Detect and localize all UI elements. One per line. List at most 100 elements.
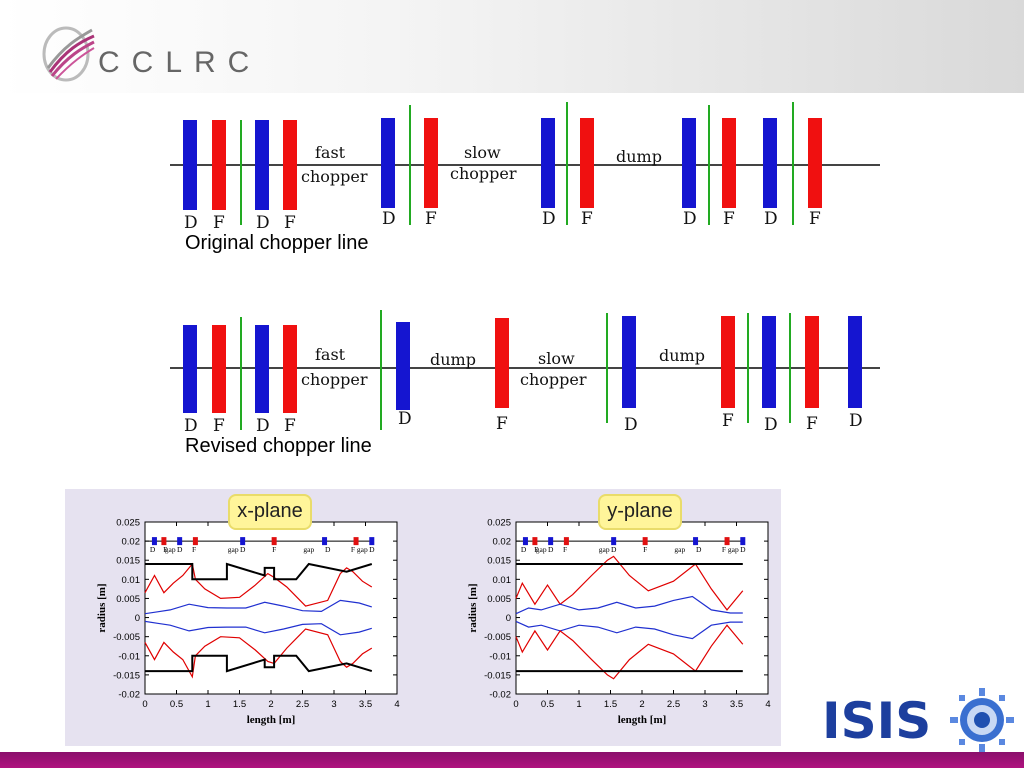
magnet-bars — [183, 118, 822, 210]
x-xtick-label: 1.5 — [233, 699, 246, 710]
svg-text:D: D — [542, 209, 556, 229]
y-series-line-0 — [515, 555, 744, 611]
y-lattice-magnet — [642, 537, 648, 546]
x-xaxis-label: length [m] — [247, 714, 296, 726]
svg-text:D: D — [184, 416, 198, 436]
y-xtick-label: 2.5 — [667, 699, 680, 710]
y-xtick-label: 4 — [765, 699, 770, 710]
y-ytick-label: -0.015 — [484, 670, 511, 681]
envelope-plots-panel: 0.025 0.02 0.015 0.01 0.005 0 -0.005 -0.01 -0.01… — [65, 489, 781, 746]
svg-text:F: F — [722, 411, 734, 431]
revised-chopper-line-diagram: fast chopper dump slow chopper dump D F … — [170, 310, 880, 436]
x-lattice-magnet — [161, 537, 167, 546]
x-xtick-label: 1 — [205, 699, 210, 710]
y-series-line-1 — [515, 595, 743, 615]
x-lattice-label: gap — [228, 545, 239, 554]
y-lattice-label: gap — [728, 545, 739, 554]
svg-text:F: F — [213, 416, 225, 436]
y-ytick-label: -0.01 — [489, 651, 511, 662]
svg-text:F: F — [809, 209, 821, 229]
y-ytick-label: 0.02 — [493, 537, 512, 548]
x-xtick-label: 3 — [331, 699, 336, 710]
x-lattice-magnet — [240, 537, 246, 546]
svg-text:F: F — [581, 209, 593, 229]
y-lattice-label: gap — [536, 545, 547, 554]
x-yaxis-label: radius [m] — [96, 583, 108, 632]
y-ytick-label: 0.025 — [487, 518, 511, 529]
x-lattice-label: F — [351, 545, 355, 554]
y-xtick-label: 3.5 — [730, 699, 743, 710]
bottom-accent-bar — [0, 752, 1024, 768]
label-dump-1: dump — [430, 350, 476, 369]
label-slow: slow — [464, 143, 501, 162]
y-lattice-magnet — [693, 537, 699, 546]
y-lattice-label: F — [643, 545, 647, 554]
x-lattice-label: D — [325, 545, 331, 554]
y-ytick-label: 0.015 — [487, 556, 511, 567]
x-ytick-label: 0.025 — [116, 518, 140, 529]
x-ytick-label: -0.01 — [118, 651, 140, 662]
envelope-plots-svg: 0.025 0.02 0.015 0.01 0.005 0 -0.005 -0.01 -0.01… — [96, 518, 771, 727]
y-ytick-label: 0 — [506, 613, 511, 624]
svg-text:D: D — [256, 416, 270, 436]
y-xtick-label: 1.5 — [604, 699, 617, 710]
y-lattice-magnet — [611, 537, 617, 546]
y-lattice-magnet — [522, 537, 528, 546]
svg-text:F: F — [213, 213, 225, 233]
y-ytick-label: 0.005 — [487, 594, 511, 605]
x-ytick-label: 0 — [135, 613, 140, 624]
x-lattice-magnet — [369, 537, 375, 546]
original-chopper-line-diagram: fast chopper slow chopper dump D F D F D… — [170, 102, 880, 233]
y-xtick-label: 0 — [513, 699, 518, 710]
y-lattice-label: D — [521, 545, 527, 554]
magnet-labels: D F D F D F D F D F D F — [184, 209, 821, 233]
svg-text:ISIS: ISIS — [822, 692, 931, 750]
cclrc-logo-icon — [42, 26, 95, 82]
x-lattice-magnet — [322, 537, 328, 546]
y-series-line-3 — [515, 624, 744, 680]
x-lattice-magnet — [177, 537, 183, 546]
x-lattice-magnet — [192, 537, 198, 546]
x-lattice-label: D — [150, 545, 156, 554]
x-lattice-magnet — [271, 537, 277, 546]
y-lattice-label: D — [548, 545, 554, 554]
x-plane-badge: x-plane — [228, 494, 312, 530]
svg-text:F: F — [284, 213, 296, 233]
y-xaxis-label: length [m] — [618, 714, 667, 726]
y-xtick-label: 2 — [639, 699, 644, 710]
svg-text:F: F — [806, 414, 818, 434]
y-lattice-label: gap — [599, 545, 610, 554]
y-lattice-magnet — [563, 537, 569, 546]
y-ytick-label: 0.01 — [493, 575, 512, 586]
x-series-line-5 — [145, 654, 373, 673]
label-fast: fast — [315, 143, 346, 162]
header-bar: CCLRC — [0, 0, 1024, 93]
x-lattice-label: gap — [165, 545, 176, 554]
label-chopper-2: chopper — [450, 164, 517, 183]
x-xtick-label: 2 — [268, 699, 273, 710]
x-lattice-magnet — [151, 537, 157, 546]
x-series-line-4 — [145, 562, 373, 581]
svg-text:D: D — [398, 409, 412, 429]
svg-text:F: F — [284, 416, 296, 436]
y-plane-badge: y-plane — [598, 494, 682, 530]
y-yaxis-label: radius [m] — [467, 583, 479, 632]
svg-text:D: D — [849, 411, 863, 431]
label-dump-2: dump — [659, 346, 705, 365]
x-ytick-label: 0.01 — [122, 575, 141, 586]
x-series-line-2 — [144, 620, 372, 636]
svg-text:D: D — [683, 209, 697, 229]
x-ytick-label: 0.015 — [116, 556, 140, 567]
y-ytick-label: -0.02 — [489, 690, 511, 701]
svg-text:D: D — [764, 209, 778, 229]
y-lattice-magnet — [532, 537, 538, 546]
x-xtick-label: 3.5 — [359, 699, 372, 710]
original-line-caption: Original chopper line — [185, 232, 369, 254]
svg-text:F: F — [723, 209, 735, 229]
isis-logo-icon: ISIS — [822, 688, 1014, 752]
x-xtick-label: 0.5 — [170, 699, 183, 710]
svg-text:D: D — [256, 213, 270, 233]
y-lattice-magnet — [724, 537, 730, 546]
x-lattice-label: D — [177, 545, 183, 554]
x-xtick-label: 0 — [142, 699, 147, 710]
